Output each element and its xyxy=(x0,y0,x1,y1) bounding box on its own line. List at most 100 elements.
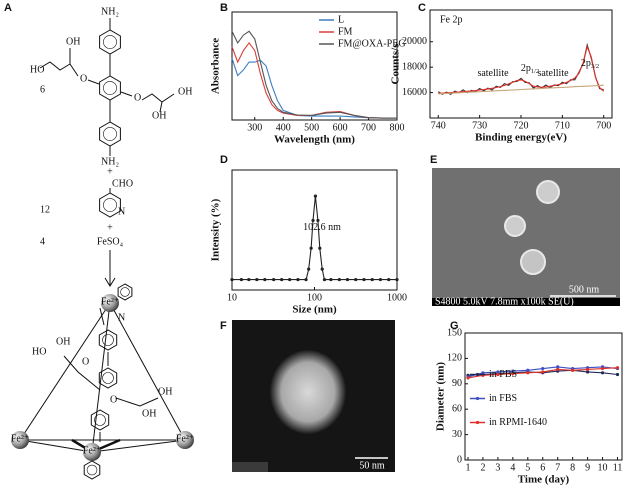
annotation: 2p3/2 xyxy=(581,58,599,70)
x-tick-label: 7 xyxy=(555,462,560,473)
y-axis-label: Intensity (%) xyxy=(210,198,222,261)
scale-label: 50 nm xyxy=(359,460,385,471)
marker xyxy=(311,218,315,223)
x-tick-label: 300 xyxy=(247,122,262,133)
x-tick-label: 10 xyxy=(227,292,237,303)
x-tick-label: 100 xyxy=(307,292,322,303)
x-tick-label: 6 xyxy=(540,462,545,473)
ring-inner xyxy=(103,198,117,212)
x-tick-label: 700 xyxy=(361,122,376,133)
legend-label: in PBS xyxy=(489,369,517,380)
marker xyxy=(362,277,366,282)
marker xyxy=(586,367,590,372)
atom: N xyxy=(118,206,125,217)
ring-inner xyxy=(103,127,117,141)
atom: O xyxy=(134,92,141,103)
marker xyxy=(586,370,590,374)
annotation: 102.6 nm xyxy=(303,222,341,233)
y-tick-label: 150 xyxy=(447,327,462,338)
marker xyxy=(600,366,605,371)
panel-label: G xyxy=(450,320,459,332)
y-tick-label: 0 xyxy=(457,454,462,465)
ring xyxy=(83,460,101,480)
legend-label: FM@OXA-PEG xyxy=(338,38,406,49)
panel-label: E xyxy=(430,154,437,166)
x-tick-label: 700 xyxy=(596,120,611,131)
series-line xyxy=(231,41,397,119)
y-axis-label: Counts/s xyxy=(390,43,402,85)
y-axis-label: Absorbance xyxy=(210,38,222,94)
reagent: FeSO₄ xyxy=(97,236,124,247)
caption-strip xyxy=(432,298,620,306)
x-tick-label: 710 xyxy=(555,120,570,131)
atom: Fe²⁺ xyxy=(83,445,101,456)
marker xyxy=(309,246,313,250)
x-tick-label: 5 xyxy=(525,462,530,473)
y-axis-label: Diameter (nm) xyxy=(435,362,447,431)
marker xyxy=(313,194,318,198)
legend-label: FM xyxy=(338,26,353,37)
legend-label: in FBS xyxy=(489,393,517,404)
scale-label: 500 nm xyxy=(569,284,600,295)
ring-inner xyxy=(103,35,117,49)
atom: OH xyxy=(178,86,192,97)
x-tick-label: 730 xyxy=(472,120,487,131)
annotation: 2p1/2 xyxy=(521,63,539,75)
legend-marker xyxy=(475,396,480,401)
legend-label: L xyxy=(338,14,344,25)
ring-inner xyxy=(94,414,106,426)
particle xyxy=(536,180,560,204)
fe-sphere xyxy=(101,294,119,312)
particle xyxy=(520,249,546,275)
marker xyxy=(481,371,485,375)
sem-caption: S4800 5.0kV 7.8mm x100k SE(U) xyxy=(435,296,574,307)
annotation-text: satellite xyxy=(537,68,569,79)
annotation: satellite xyxy=(477,68,509,79)
annotation-sub: 1/2 xyxy=(531,68,539,75)
x-tick-label: 9 xyxy=(585,462,590,473)
x-axis-label: Wavelength (nm) xyxy=(274,134,355,146)
x-tick-label: 3 xyxy=(495,462,500,473)
marker xyxy=(272,277,276,282)
atom: NH₂ xyxy=(101,156,119,167)
nanoparticle xyxy=(270,350,346,434)
marker xyxy=(345,277,350,282)
x-tick-label: 600 xyxy=(333,122,348,133)
x-axis-label: Binding energy(eV) xyxy=(475,132,567,144)
atom: Fe²⁺ xyxy=(11,433,29,444)
ligand-structure xyxy=(19,18,186,454)
y-tick-label: 120 xyxy=(447,353,462,364)
marker xyxy=(263,277,267,282)
marker xyxy=(378,277,383,282)
annotation-text: 2p xyxy=(521,63,531,74)
marker xyxy=(337,277,341,282)
atom: HO xyxy=(30,64,44,75)
marker xyxy=(307,267,311,271)
ring xyxy=(99,121,121,147)
marker xyxy=(255,277,259,282)
marker xyxy=(230,277,234,282)
marker xyxy=(322,277,327,282)
marker xyxy=(318,246,322,250)
x-axis-label: Time (day) xyxy=(518,474,570,485)
count: 4 xyxy=(40,236,45,247)
marker xyxy=(296,277,300,282)
ring xyxy=(99,75,121,101)
atom: CHO xyxy=(112,178,133,189)
annotation-text: satellite xyxy=(477,68,509,79)
legend-marker xyxy=(475,420,480,425)
series-line xyxy=(438,45,605,94)
x-tick-label: 4 xyxy=(510,462,515,473)
ring xyxy=(99,192,121,218)
atom: NH₂ xyxy=(101,6,119,17)
annotation: satellite xyxy=(537,68,569,79)
atom: O xyxy=(80,73,87,84)
marker xyxy=(247,277,251,282)
atom: OH xyxy=(142,408,156,419)
x-tick-label: 400 xyxy=(276,122,291,133)
plus: + xyxy=(107,166,113,177)
panel-label: B xyxy=(220,2,228,14)
marker xyxy=(370,277,374,282)
y-tick-label: 90 xyxy=(452,378,462,389)
x-tick-label: 8 xyxy=(570,462,575,473)
